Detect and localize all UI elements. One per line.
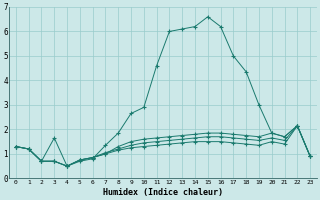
- X-axis label: Humidex (Indice chaleur): Humidex (Indice chaleur): [103, 188, 223, 197]
